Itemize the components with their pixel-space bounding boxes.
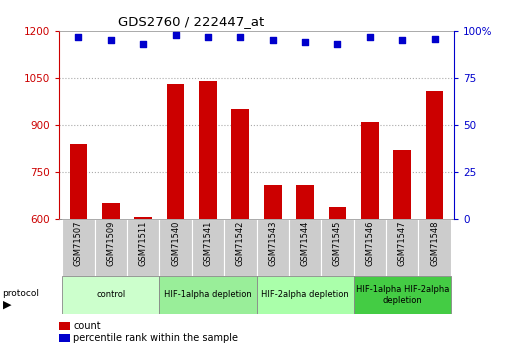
Bar [231,109,249,219]
Point [139,41,147,47]
Point [398,38,406,43]
Bar [419,219,451,276]
Text: GSM71540: GSM71540 [171,221,180,266]
Text: HIF-1alpha depletion: HIF-1alpha depletion [164,290,252,299]
Text: ▶: ▶ [3,299,11,309]
Text: GSM71545: GSM71545 [333,221,342,266]
Text: HIF-1alpha HIF-2alpha
depletion: HIF-1alpha HIF-2alpha depletion [356,285,449,305]
Bar [353,276,451,314]
Bar [94,219,127,276]
Text: count: count [73,322,101,331]
Text: protocol: protocol [3,288,40,298]
Text: GSM71544: GSM71544 [301,221,309,266]
Bar [426,91,443,219]
Bar [199,81,217,219]
Bar [328,207,346,219]
Point [171,32,180,38]
Bar [224,219,256,276]
Bar [62,276,160,314]
Text: GDS2760 / 222447_at: GDS2760 / 222447_at [118,16,265,29]
Point [366,34,374,39]
Bar [386,219,419,276]
Text: GSM71509: GSM71509 [106,221,115,266]
Text: GSM71546: GSM71546 [365,221,374,266]
Text: GSM71543: GSM71543 [268,221,277,266]
Point [236,34,244,39]
Text: HIF-2alpha depletion: HIF-2alpha depletion [261,290,349,299]
Bar [160,219,192,276]
Text: GSM71541: GSM71541 [204,221,212,266]
Bar [256,219,289,276]
Bar [289,219,321,276]
Bar [127,219,160,276]
Bar [70,144,87,219]
Bar [264,185,282,219]
Text: GSM71542: GSM71542 [236,221,245,266]
Bar [192,219,224,276]
Bar [256,276,353,314]
Text: GSM71507: GSM71507 [74,221,83,266]
Text: GSM71511: GSM71511 [139,221,148,266]
Bar [102,204,120,219]
Point [107,38,115,43]
Point [301,40,309,45]
Text: GSM71548: GSM71548 [430,221,439,266]
Bar [321,219,353,276]
Text: control: control [96,290,125,299]
Bar [393,150,411,219]
Bar [361,122,379,219]
Point [430,36,439,41]
Bar [296,185,314,219]
Bar [167,84,185,219]
Point [269,38,277,43]
Text: GSM71547: GSM71547 [398,221,407,266]
Bar [62,219,94,276]
Bar [160,276,256,314]
Point [333,41,342,47]
Bar [353,219,386,276]
Text: percentile rank within the sample: percentile rank within the sample [73,333,239,343]
Point [204,34,212,39]
Point [74,34,83,39]
Bar [134,217,152,219]
